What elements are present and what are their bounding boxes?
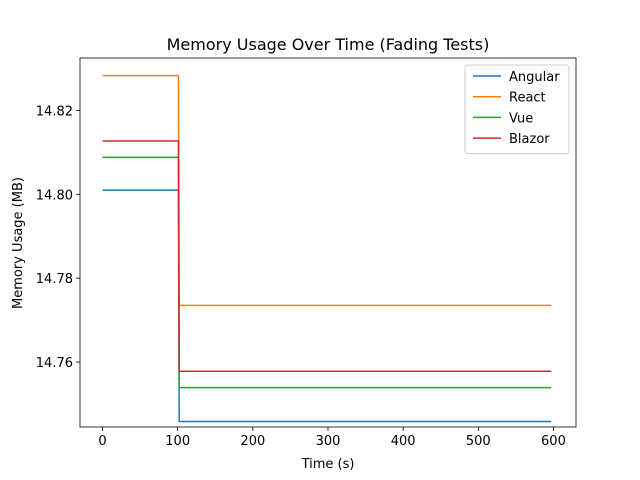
chart-title: Memory Usage Over Time (Fading Tests)	[167, 35, 490, 54]
x-tick-label: 600	[541, 434, 566, 449]
legend-label-vue: Vue	[509, 111, 533, 126]
series-line-blazor	[102, 140, 552, 372]
x-tick-label: 400	[391, 434, 416, 449]
legend-label-angular: Angular	[509, 70, 560, 85]
y-axis-label: Memory Usage (MB)	[11, 177, 26, 309]
legend-box	[464, 64, 570, 155]
legend-label-react: React	[509, 91, 546, 106]
x-axis-label: Time (s)	[301, 457, 355, 472]
y-tick-label: 14.76	[36, 356, 73, 371]
x-tick-label: 0	[98, 434, 106, 449]
x-tick-label: 200	[240, 434, 265, 449]
x-tick-label: 300	[316, 434, 341, 449]
legend-label-blazor: Blazor	[509, 132, 550, 147]
y-tick-label: 14.82	[36, 104, 73, 119]
y-tick-label: 14.78	[36, 272, 73, 287]
legend: Angular React Vue Blazor	[464, 64, 570, 155]
x-tick-label: 500	[466, 434, 491, 449]
x-tick-label: 100	[165, 434, 190, 449]
y-tick-label: 14.80	[36, 188, 73, 203]
plot-area: 0 100 200 300 400 500 600 14.76 14.78 14.80 14.82	[36, 57, 577, 449]
